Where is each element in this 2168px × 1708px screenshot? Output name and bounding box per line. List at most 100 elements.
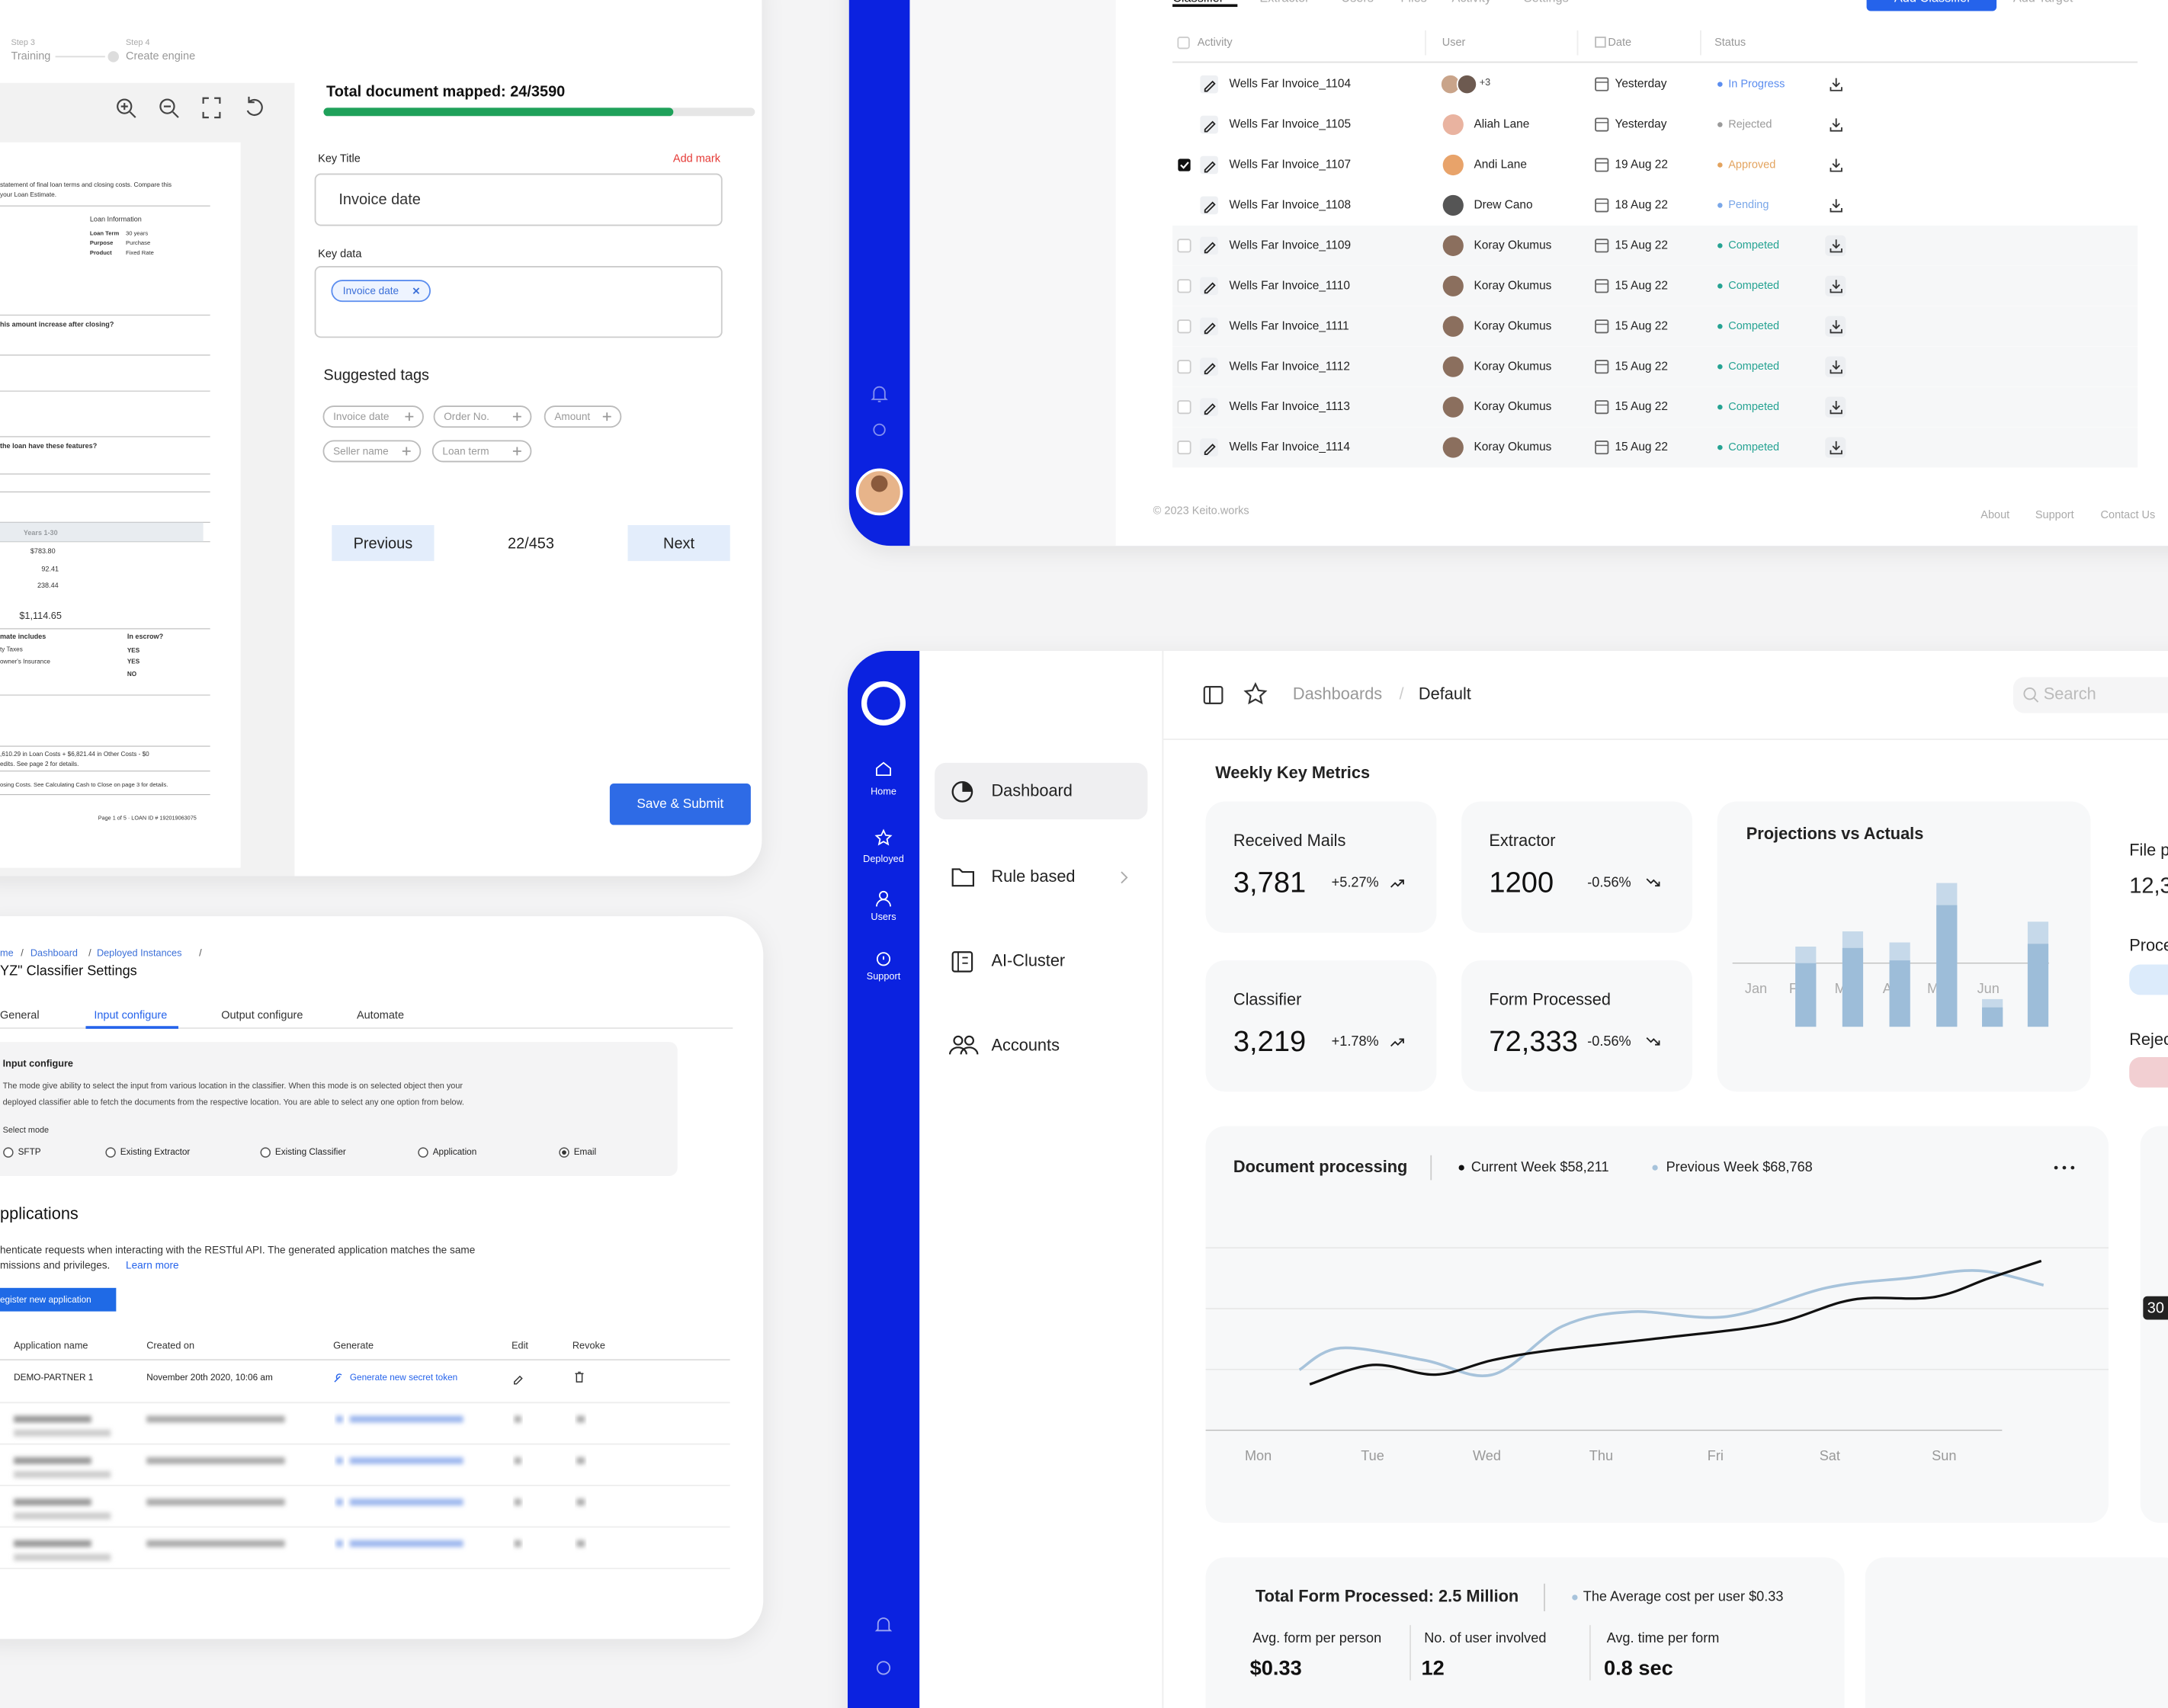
row-background	[1172, 386, 2138, 428]
checkbox[interactable]	[1177, 400, 1191, 415]
button-label: Add Classifier	[1894, 0, 1971, 5]
preview-text: owner's Insurance	[0, 659, 50, 665]
step-name: Training	[11, 50, 51, 62]
button[interactable]	[332, 524, 435, 562]
button[interactable]	[609, 784, 751, 825]
tag[interactable]	[322, 405, 424, 428]
tab[interactable]: Settings	[1524, 0, 1569, 5]
tag[interactable]	[544, 405, 622, 428]
search-box[interactable]	[2012, 677, 2168, 713]
tab[interactable]: Files	[1400, 0, 1426, 5]
breadcrumb[interactable]: Dashboard	[30, 947, 78, 958]
preview-text: Fixed Rate	[126, 249, 154, 256]
breadcrumb[interactable]: Deployed Instances	[97, 947, 181, 958]
checkbox[interactable]	[1177, 319, 1191, 334]
icon	[1595, 360, 1609, 374]
metric-title: Extractor	[1489, 831, 1555, 850]
icon	[1595, 319, 1609, 334]
legend-dot	[1572, 1594, 1578, 1601]
preview-highlight	[0, 522, 204, 542]
tab[interactable]: Input configure	[94, 1009, 167, 1021]
status-dot	[1717, 243, 1723, 248]
menu-item[interactable]: AI-Cluster	[991, 951, 1065, 970]
preview-text: 238.44	[37, 582, 59, 589]
tag[interactable]	[322, 440, 422, 463]
nav-label[interactable]: Home	[871, 786, 896, 796]
radio-label[interactable]: SFTP	[18, 1147, 41, 1157]
text-input[interactable]	[314, 173, 723, 226]
button[interactable]	[0, 1287, 117, 1312]
tag[interactable]	[431, 440, 532, 463]
preview-text: In escrow?	[127, 633, 163, 640]
footer-link[interactable]: About	[1980, 509, 2009, 521]
button[interactable]	[1866, 0, 1997, 11]
status-dot	[1717, 203, 1723, 208]
checkbox[interactable]	[1177, 239, 1191, 253]
radio-label[interactable]: Application	[433, 1147, 477, 1157]
tab[interactable]: Output configure	[221, 1009, 303, 1021]
chip-input[interactable]	[314, 266, 723, 338]
preview-text: 30 years	[126, 229, 148, 236]
radio-label[interactable]: Email	[574, 1147, 596, 1157]
checkbox[interactable]	[1177, 37, 1190, 50]
icon	[246, 96, 263, 116]
button[interactable]	[627, 524, 730, 562]
nav-label[interactable]: Users	[871, 912, 896, 922]
menu-item[interactable]: Rule based	[991, 867, 1075, 886]
cell-link[interactable]: Generate new secret token	[350, 1373, 457, 1383]
nav-label[interactable]: Deployed	[863, 854, 904, 864]
preview-text: Purpose	[90, 239, 113, 246]
link[interactable]: Learn more	[126, 1259, 179, 1271]
tag[interactable]	[433, 405, 532, 428]
checkbox[interactable]	[1177, 279, 1191, 293]
icon	[202, 97, 221, 119]
column-header: Revoke	[572, 1340, 605, 1351]
icon	[1595, 158, 1609, 172]
icon	[1204, 403, 1216, 415]
breadcrumb[interactable]: Dashboards	[1293, 684, 1382, 703]
tab[interactable]: Classifier	[1172, 0, 1224, 5]
preview-text: YES	[127, 647, 140, 654]
button-label[interactable]: Add Target	[2013, 0, 2073, 5]
checkbox[interactable]	[1178, 159, 1191, 171]
tab[interactable]: General	[0, 1009, 40, 1021]
tab[interactable]: Activity	[1451, 0, 1492, 5]
step-dot	[107, 51, 119, 62]
icon	[1204, 444, 1216, 456]
column-header: Application name	[14, 1340, 88, 1351]
cell-activity: Wells Far Invoice_1113	[1229, 400, 1349, 413]
x-tick-label: Mon	[1245, 1448, 1272, 1463]
x-tick-label: M	[1927, 981, 1939, 996]
icon	[1646, 1037, 1660, 1046]
menu-item[interactable]: Dashboard	[991, 781, 1072, 800]
metric-value: 3,219	[1233, 1026, 1306, 1058]
column-header: Date	[1608, 37, 1631, 49]
chart-title: Projections vs Actuals	[1746, 824, 1924, 843]
radio-label[interactable]: Existing Extractor	[120, 1147, 191, 1157]
chip-label: Invoice date	[343, 285, 399, 296]
avatar	[1456, 74, 1478, 95]
breadcrumb[interactable]: me	[0, 947, 14, 958]
tab[interactable]: Automate	[357, 1009, 404, 1021]
stat-value: 12	[1422, 1655, 1445, 1679]
icon	[1203, 686, 1224, 704]
icon	[874, 1617, 893, 1632]
row-background	[1172, 266, 2138, 306]
blurred-cell	[146, 1540, 285, 1547]
cell-status: Competed	[1728, 361, 1779, 373]
checkbox[interactable]	[1177, 441, 1191, 455]
checkbox[interactable]	[1177, 360, 1191, 374]
blurred-cell	[335, 1498, 343, 1506]
footer-link[interactable]: Support	[2035, 509, 2074, 521]
tab[interactable]: Extractor	[1259, 0, 1310, 5]
footer-link[interactable]: Contact Us	[2101, 509, 2156, 521]
blurred-cell	[514, 1498, 521, 1506]
field-action[interactable]: Add mark	[673, 152, 721, 165]
menu-item[interactable]: Accounts	[991, 1035, 1060, 1054]
tab[interactable]: Users	[1341, 0, 1374, 5]
metric-value: 72,333	[1489, 1026, 1577, 1058]
icon	[512, 447, 521, 456]
settings-panel	[0, 916, 764, 1639]
radio-label[interactable]: Existing Classifier	[275, 1147, 346, 1157]
nav-label[interactable]: Support	[867, 971, 901, 982]
